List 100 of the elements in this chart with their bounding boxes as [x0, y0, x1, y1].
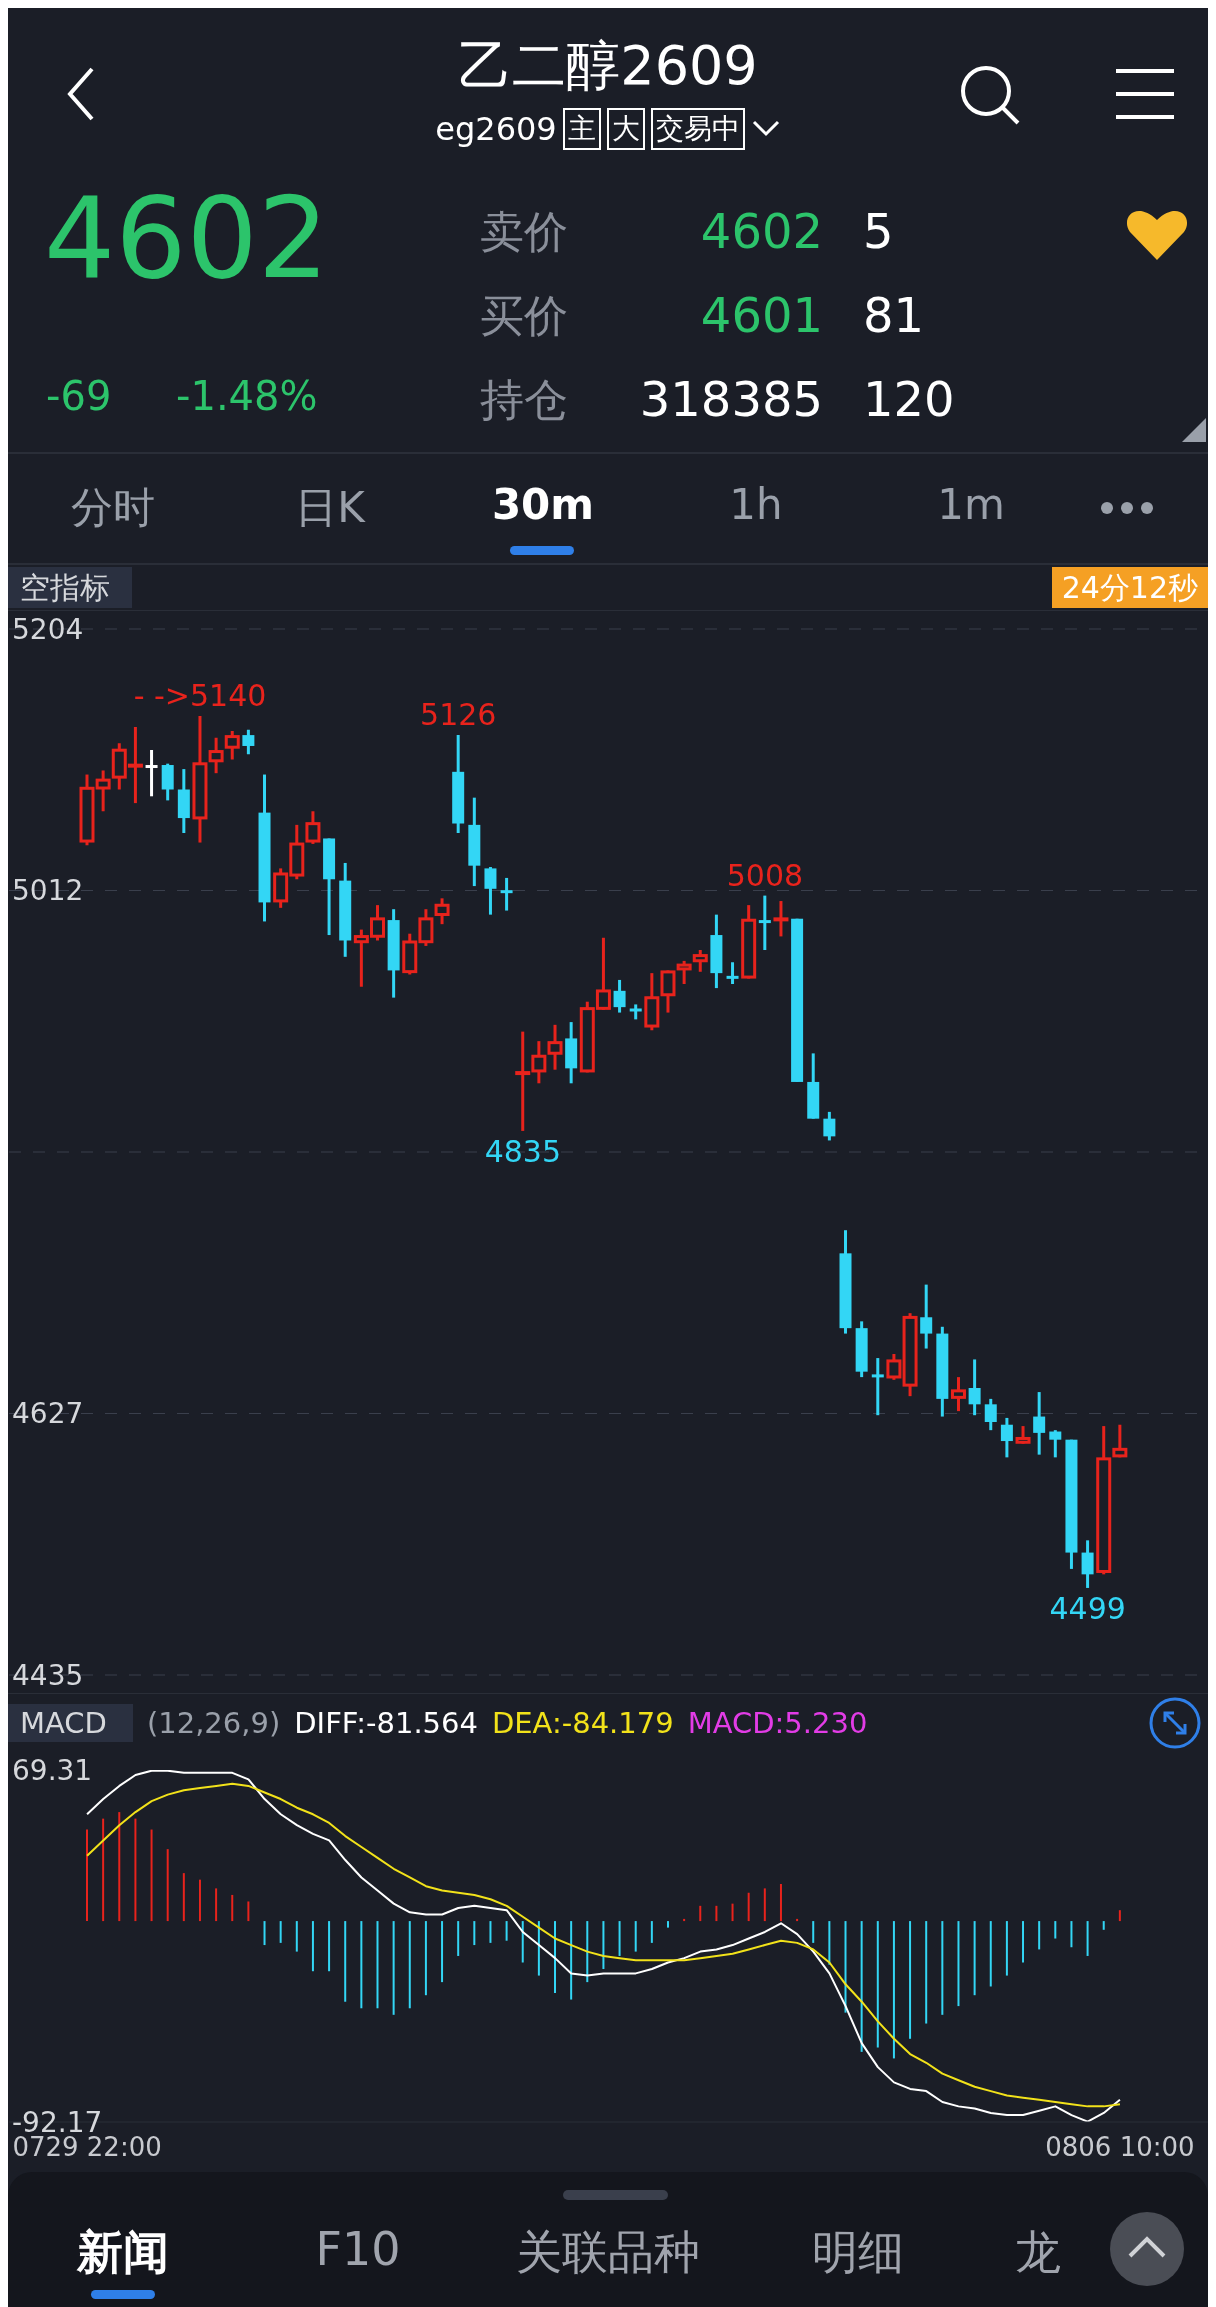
bar: [828, 1921, 831, 1965]
bar: [102, 1818, 105, 1922]
bar: [957, 1921, 960, 2007]
candlestick: [1033, 1392, 1046, 1455]
candlestick: [484, 867, 497, 915]
bar: [505, 1921, 508, 1941]
bar: [424, 1921, 427, 1996]
bar: [247, 1901, 250, 1922]
bar: [311, 1921, 314, 1972]
bar: [231, 1894, 234, 1922]
bar: [1022, 1921, 1025, 1963]
text: 5: [863, 203, 894, 259]
candlestick: [613, 978, 626, 1013]
candlestick: [145, 750, 158, 797]
y-tick-label: 4627: [12, 1397, 84, 1430]
text: 龙: [1014, 2224, 1062, 2281]
bar: [634, 1921, 637, 1952]
text: DIFF:-81.564: [294, 1706, 478, 1740]
bar: [683, 1918, 686, 1922]
annotation: 5008: [726, 857, 804, 893]
y-tick-label: 5012: [12, 874, 84, 907]
text: 交易中: [650, 108, 745, 150]
candlestick: [1049, 1430, 1062, 1458]
candlestick: [758, 895, 771, 951]
bar: [747, 1892, 750, 1922]
bar: [457, 1921, 460, 1956]
bar: [844, 1921, 847, 2013]
text: 关联品种: [515, 2224, 701, 2281]
text: 318385: [638, 371, 823, 427]
text: MACD:5.230: [687, 1706, 868, 1740]
bar: [925, 1921, 928, 2024]
text: 24分12秒: [1051, 567, 1208, 608]
bar: [1118, 1910, 1121, 1922]
bar: [166, 1849, 169, 1922]
text: 新闻: [76, 2224, 170, 2281]
bar: [989, 1921, 992, 1987]
text: 1h: [728, 480, 784, 529]
y-tick-label: 69.31: [12, 1753, 93, 1787]
bar: [279, 1921, 282, 1943]
text: 分时: [70, 482, 156, 534]
annotation: 4499: [1049, 1591, 1126, 1627]
candlestick: [871, 1358, 884, 1417]
candlestick: [726, 962, 739, 985]
bar: [537, 1921, 540, 1976]
text: 日K: [294, 482, 367, 534]
bar: [328, 1921, 331, 1972]
bar: [731, 1903, 734, 1922]
text: 主: [562, 108, 601, 150]
bar: [182, 1873, 185, 1922]
bar: [134, 1818, 137, 1922]
candlestick: [968, 1359, 981, 1417]
bar: [650, 1921, 653, 1943]
bar: [941, 1921, 944, 2015]
bar: [763, 1888, 766, 1922]
text: 乙二醇2609: [457, 33, 759, 99]
bar: [215, 1888, 218, 1922]
bar: [892, 1921, 895, 2059]
bar: [699, 1905, 702, 1922]
bar: [473, 1921, 476, 1946]
bar: [1038, 1921, 1041, 1950]
text: 4602: [699, 203, 823, 259]
text: 持仓: [480, 373, 568, 427]
text: 大: [606, 108, 645, 150]
text: 120: [863, 371, 955, 427]
text: 81: [863, 287, 925, 343]
bar: [376, 1921, 379, 2009]
candlestick: [242, 729, 255, 756]
bar: [441, 1921, 444, 1983]
bar: [570, 1921, 573, 2000]
bar: [521, 1921, 524, 1963]
text: 30m: [490, 480, 596, 529]
text: -1.48%: [176, 373, 318, 419]
bar: [666, 1921, 669, 1928]
bar: [909, 1921, 912, 2039]
candlestick: [1081, 1540, 1094, 1588]
bar: [1054, 1921, 1057, 1939]
candlestick: [823, 1110, 836, 1141]
bar: [344, 1921, 347, 2002]
bar: [489, 1921, 492, 1943]
candlestick: [500, 876, 513, 911]
y-tick-label: 5204: [12, 612, 84, 646]
text: 明细: [811, 2224, 905, 2281]
text: 4601: [699, 287, 823, 343]
bar: [86, 1829, 88, 1922]
bar: [554, 1921, 557, 1994]
text: eg2609: [435, 110, 557, 148]
text: 1m: [936, 480, 1006, 529]
bar: [779, 1884, 782, 1922]
text: 空指标: [8, 567, 132, 608]
candlestick: [984, 1397, 997, 1432]
text: 买价: [480, 289, 568, 343]
bar: [295, 1921, 298, 1952]
bar: [118, 1812, 121, 1922]
chart-title: MACD: [8, 1704, 133, 1742]
text: DEA:-84.179: [491, 1706, 674, 1740]
text: F10: [314, 2222, 402, 2276]
candlestick: [1000, 1416, 1013, 1458]
bar: [1070, 1921, 1073, 1948]
annotation: - ->5140: [133, 678, 267, 714]
bar: [796, 1918, 799, 1922]
